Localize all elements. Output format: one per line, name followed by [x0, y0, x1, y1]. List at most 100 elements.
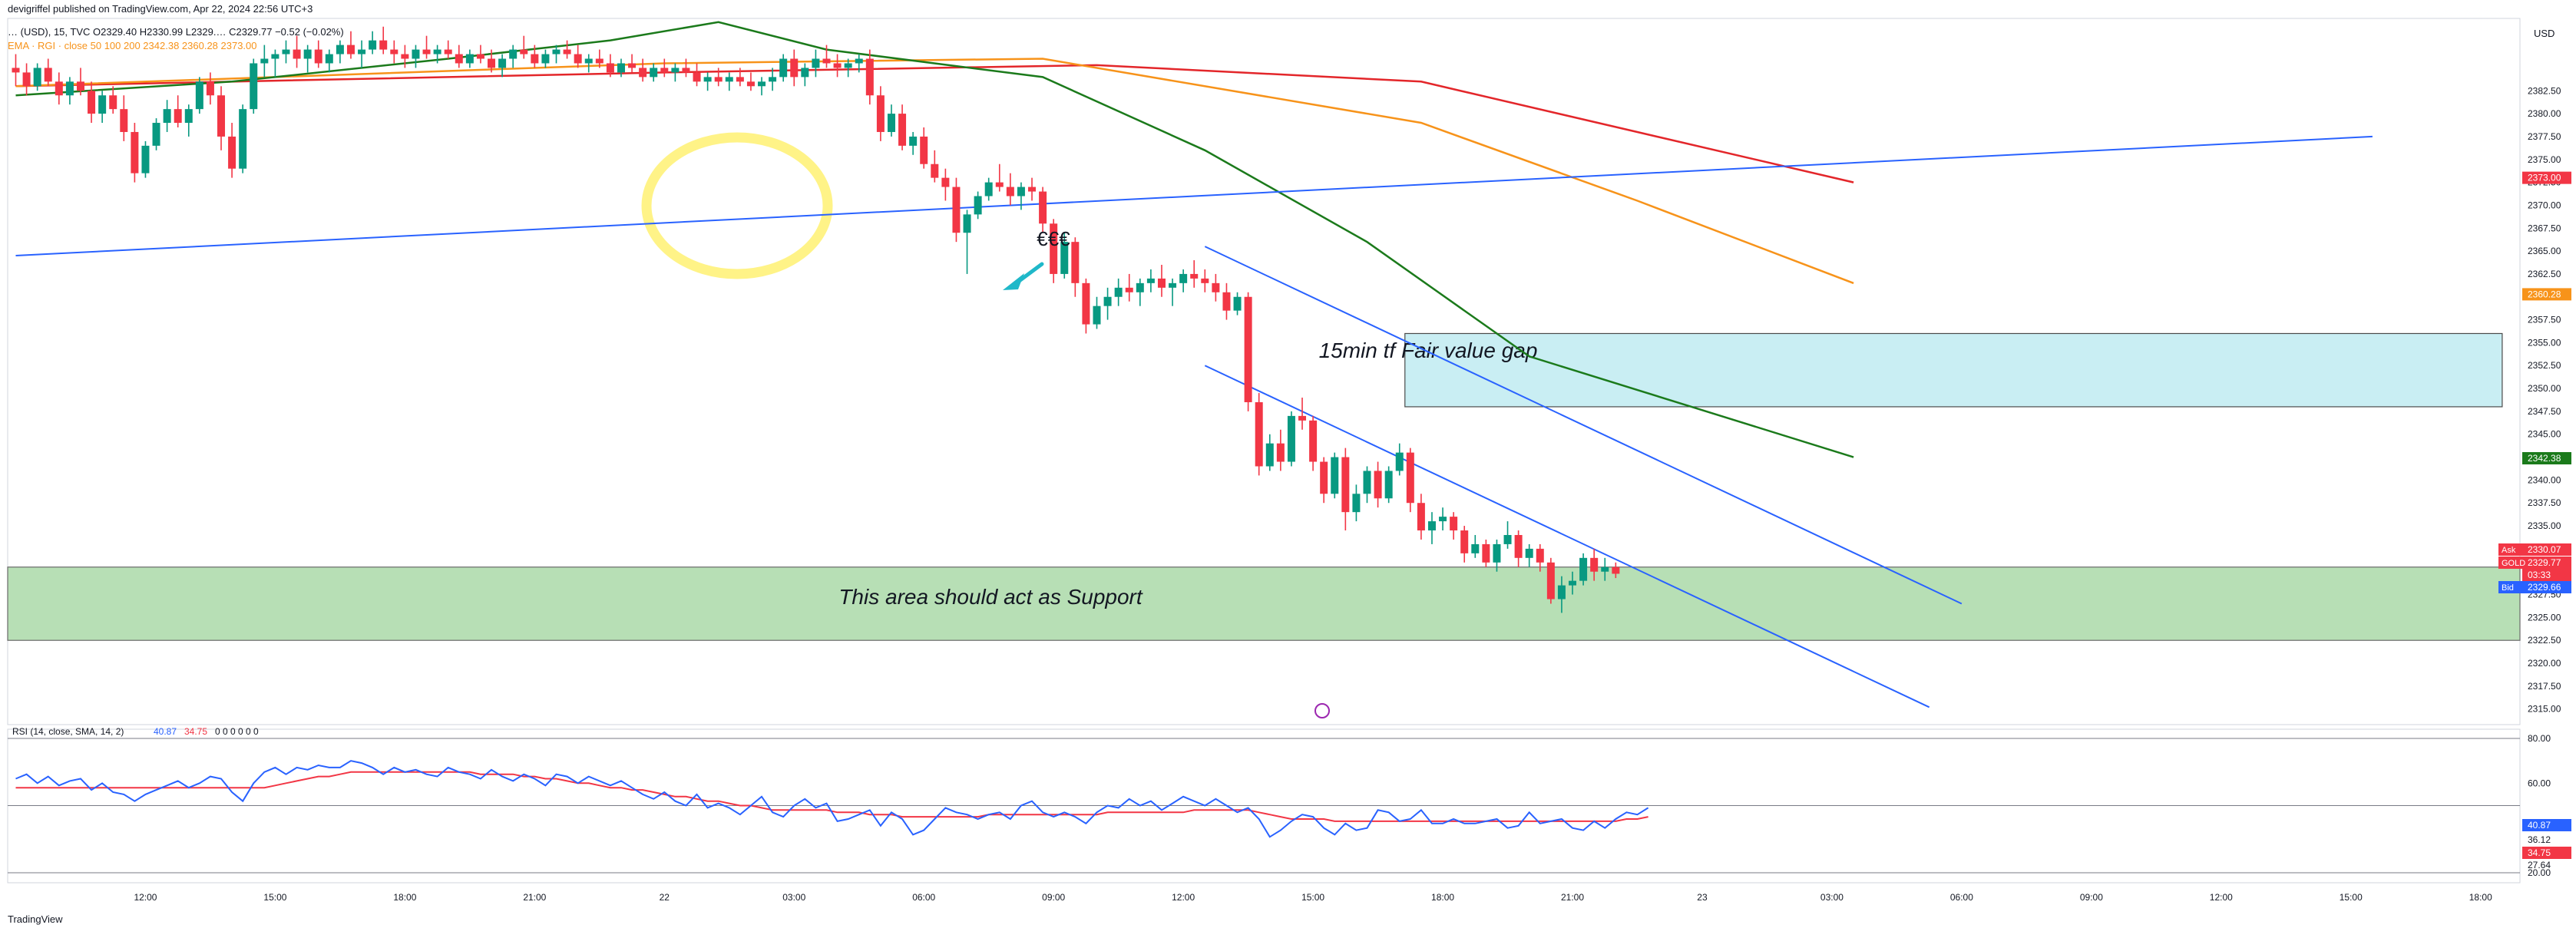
candle-body [228, 136, 236, 169]
rsi-legend-ma: 34.75 [184, 726, 207, 737]
event-marker-icon [1314, 703, 1330, 718]
rsi-legend-zeros: 0 0 0 0 0 0 [215, 726, 259, 737]
time-tick-label: 06:00 [912, 892, 935, 903]
rsi-badge-value: 36.12 [2528, 834, 2551, 845]
trendline-ascending [15, 135, 2373, 257]
price-badge [2522, 288, 2571, 301]
candle-body [250, 63, 258, 110]
price-tick-label: 2320.00 [2528, 658, 2561, 669]
price-badge-tag [2498, 543, 2522, 556]
candle-body [1255, 401, 1263, 467]
arrow-head [1003, 273, 1024, 290]
candle-body [769, 77, 777, 82]
candle-body [1309, 420, 1318, 462]
candle-body [606, 63, 614, 73]
candle-body [1579, 557, 1588, 581]
candle-body [271, 54, 279, 59]
candle-body [152, 123, 160, 146]
candle-body [1093, 306, 1101, 325]
candle-body [76, 81, 84, 91]
price-tick-label: 2347.50 [2528, 406, 2561, 417]
candle-body [682, 68, 690, 73]
candle-body [131, 131, 139, 173]
price-badge-value: 2330.07 [2528, 544, 2561, 555]
time-tick-label: 12:00 [2210, 892, 2233, 903]
candle-body [1060, 242, 1069, 274]
candle-body [1071, 242, 1080, 283]
candle-body [1439, 517, 1447, 522]
candle-body [379, 40, 388, 50]
candle-body [1039, 191, 1047, 224]
candle-body [109, 95, 117, 110]
price-badge [2522, 557, 2571, 569]
candle-body [1298, 415, 1307, 421]
time-tick-label: 09:00 [1042, 892, 1065, 903]
candle-body [498, 58, 507, 68]
candle-body [44, 68, 52, 82]
price-tick-label: 2322.50 [2528, 635, 2561, 646]
candle-body [401, 54, 409, 59]
candle-body [98, 95, 107, 114]
candle-body [174, 109, 182, 124]
candle-body [206, 81, 214, 96]
candle-body [941, 177, 950, 187]
candle-body [260, 58, 269, 64]
candle-body [1536, 548, 1544, 563]
candle-body [790, 58, 799, 78]
candle-body [1006, 187, 1014, 197]
candle-body [1244, 296, 1252, 402]
candle-body [217, 95, 226, 137]
highlight-ellipse [641, 132, 833, 279]
time-tick-label: 15:00 [1301, 892, 1324, 903]
candle-body [584, 58, 593, 64]
candle-body [1384, 471, 1393, 499]
candle-body [55, 81, 63, 96]
candle-body [1114, 287, 1123, 297]
fvg-label: 15min tf Fair value gap [1319, 339, 1538, 362]
price-tick-label: 2345.00 [2528, 429, 2561, 440]
candle-body [617, 63, 625, 73]
price-tick-label: 2352.50 [2528, 360, 2561, 371]
rsi-tick-label: 80.00 [2528, 733, 2551, 744]
candle-body [963, 214, 971, 233]
ema200-line [15, 64, 1854, 183]
rsi-badge [2522, 847, 2571, 859]
price-badge [2522, 569, 2571, 581]
candle-body [1406, 452, 1414, 504]
candle-body [693, 72, 701, 82]
candle-body [1460, 530, 1469, 553]
ema-line: EMA · RGI · close 50 100 200 2342.38 236… [8, 40, 257, 51]
candle-body [865, 58, 874, 96]
candle-body [920, 136, 928, 164]
price-tick-label: 2382.50 [2528, 85, 2561, 96]
candle-body [1503, 534, 1512, 544]
candle-body [1341, 457, 1350, 513]
candle-body [1331, 457, 1339, 494]
candle-body [1222, 292, 1231, 311]
candle-body [336, 45, 344, 54]
price-tick-label: 2315.00 [2528, 704, 2561, 715]
rsi-legend: RSI (14, close, SMA, 14, 2) [12, 726, 124, 737]
time-tick-label: 12:00 [1172, 892, 1195, 903]
price-badge-value: 2329.66 [2528, 582, 2561, 593]
price-badge-value: 03:33 [2528, 570, 2551, 580]
candle-body [465, 54, 474, 64]
rsi-badge [2522, 819, 2571, 831]
candle-body [1179, 273, 1188, 283]
candle-body [1493, 543, 1501, 563]
rsi-line [15, 760, 1649, 838]
time-tick-label: 18:00 [2469, 892, 2492, 903]
candle-body [293, 49, 301, 59]
candle-body [1169, 282, 1177, 288]
candle-body [1417, 503, 1425, 531]
candle-body [314, 49, 322, 64]
candle-body [855, 58, 863, 64]
candle-body [531, 54, 539, 64]
candle-body [433, 49, 441, 54]
candle-body [195, 81, 203, 110]
candle-body [887, 114, 895, 132]
trendline-channel_lower [1204, 365, 1930, 708]
candle-body [1546, 562, 1555, 599]
price-badge-tag-label: Bid [2502, 583, 2514, 593]
